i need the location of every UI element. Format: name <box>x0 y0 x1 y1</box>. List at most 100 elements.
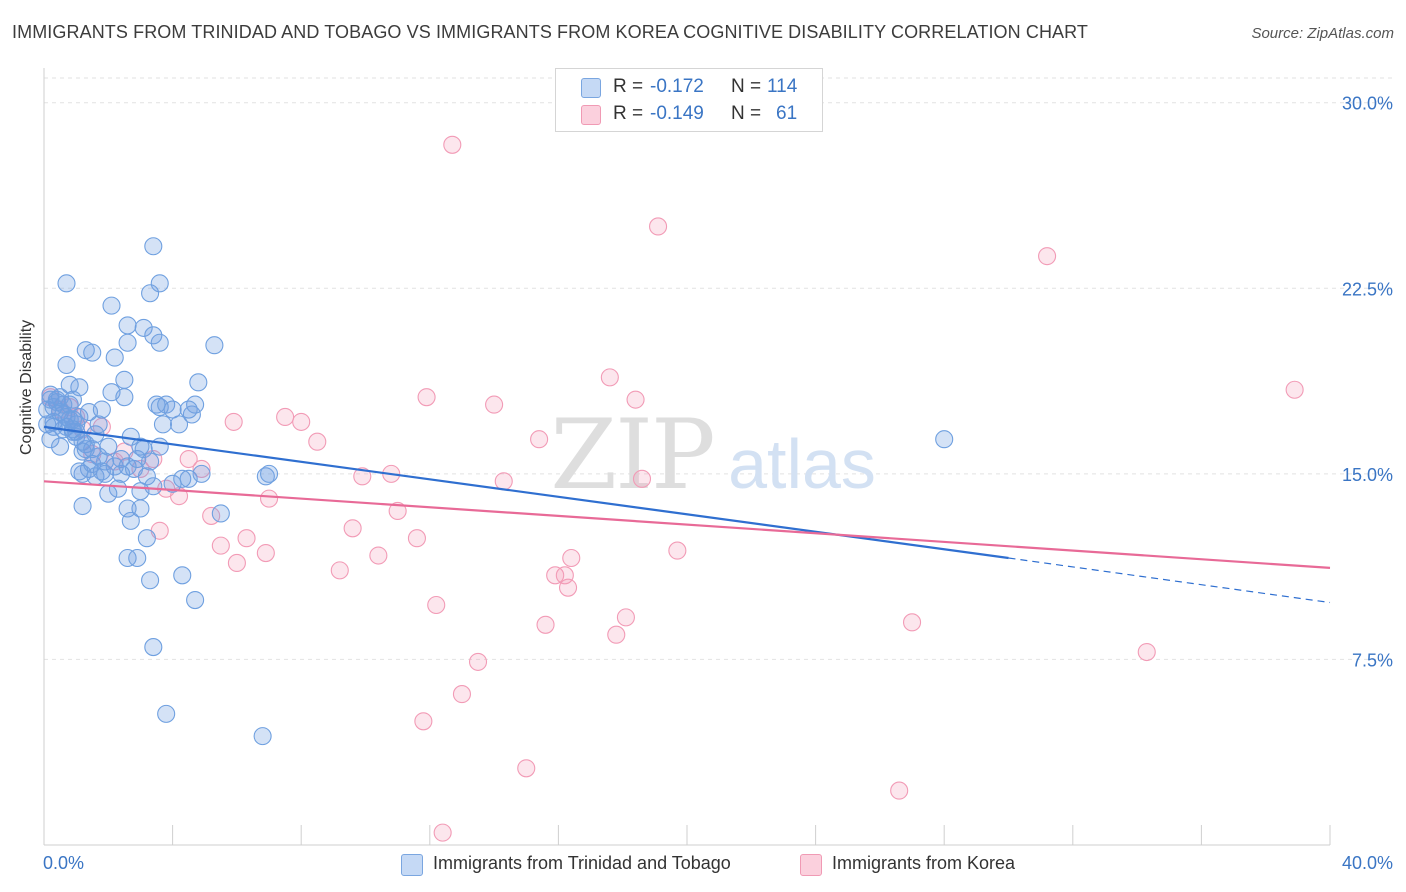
korea-point <box>237 529 256 548</box>
trinidad-point <box>118 548 137 568</box>
trinidad-point <box>102 296 121 315</box>
trinidad-point <box>935 430 954 449</box>
korea-point <box>600 368 619 387</box>
trinidad-point <box>83 440 102 459</box>
trinidad-point <box>163 400 182 419</box>
grid-lines <box>44 77 1395 660</box>
axes <box>43 68 1331 846</box>
trinidad-point <box>211 504 230 523</box>
trinidad-point <box>118 333 137 352</box>
trinidad-point <box>186 591 205 610</box>
korea-point <box>227 553 246 572</box>
trinidad-point <box>57 274 76 293</box>
legend-n-label: N = <box>731 76 762 97</box>
legend-swatch-pink <box>800 854 822 876</box>
trinidad-point <box>51 437 70 456</box>
korea-point <box>649 217 668 236</box>
korea-point <box>452 685 472 704</box>
legend-swatch-pink <box>581 105 601 125</box>
korea-point <box>536 615 555 634</box>
source-label: Source: ZipAtlas.com <box>1251 25 1394 42</box>
korea-point <box>558 578 578 597</box>
legend-swatch-blue <box>401 854 423 876</box>
trinidad-trend-extension <box>1008 557 1331 604</box>
trinidad-point <box>112 449 131 469</box>
trinidad-point <box>70 462 89 481</box>
trinidad-point <box>141 284 160 303</box>
korea-point <box>353 467 372 486</box>
trinidad-point <box>173 469 192 488</box>
trinidad-point <box>92 462 111 481</box>
korea-point <box>468 652 488 671</box>
trinidad-point <box>259 464 279 483</box>
watermark: ZIP atlas <box>550 399 876 511</box>
trinidad-point <box>118 316 137 335</box>
x-tick-label: 0.0% <box>43 853 84 873</box>
korea-point <box>546 566 565 585</box>
y-tick-label: 22.5% <box>1342 279 1393 299</box>
korea-trend-line <box>43 480 1331 569</box>
legend-r-value: -0.149 <box>650 103 704 124</box>
legend-n-value: 61 <box>776 103 798 124</box>
korea-point <box>211 536 230 555</box>
trinidad-point <box>134 318 153 337</box>
korea-point <box>192 459 211 478</box>
trinidad-point <box>99 484 118 503</box>
tick-labels: 7.5% 15.0% 22.5% 30.0% 0.0% 40.0% <box>43 94 1393 873</box>
trinidad-point <box>153 415 173 434</box>
korea-point <box>890 781 909 800</box>
korea-point <box>902 613 922 632</box>
trinidad-point <box>96 452 115 471</box>
trinidad-point <box>108 479 127 498</box>
trinidad-point <box>182 405 201 424</box>
korea-point <box>1285 380 1304 399</box>
trinidad-point <box>38 415 57 434</box>
legend-r-value: -0.172 <box>650 76 704 97</box>
trinidad-point <box>51 388 70 407</box>
trinidad-point <box>105 348 124 367</box>
korea-point <box>417 388 436 407</box>
legend-item-korea: Immigrants from Korea <box>800 852 1060 876</box>
trinidad-point <box>144 237 163 256</box>
trinidad-point <box>99 437 118 456</box>
trinidad-point <box>144 477 163 496</box>
trinidad-point <box>73 432 92 451</box>
trend-lines <box>43 425 1331 604</box>
korea-point <box>259 489 279 508</box>
legend-r-label: R = <box>613 103 644 124</box>
korea-point <box>607 625 626 644</box>
trinidad-point <box>144 638 163 657</box>
legend-label: Immigrants from Trinidad and Tobago <box>433 853 731 873</box>
y-axis-label: Cognitive Disability <box>18 319 35 455</box>
trinidad-point <box>131 437 150 456</box>
trinidad-point <box>115 388 134 407</box>
legend-n-value: 114 <box>767 76 798 97</box>
korea-point <box>292 412 311 431</box>
korea-point <box>179 449 198 469</box>
trinidad-point <box>256 467 275 486</box>
correlation-legend: R = -0.172 N = 114 R = -0.149 N = 61 <box>555 68 823 132</box>
trinidad-point <box>131 499 150 518</box>
trinidad-point <box>57 355 76 375</box>
trinidad-point <box>115 370 134 389</box>
trinidad-point <box>137 467 156 486</box>
korea-point <box>427 595 446 615</box>
trinidad-point <box>157 704 176 723</box>
korea-point <box>369 546 388 565</box>
korea-point <box>276 407 295 427</box>
korea-point <box>330 561 349 580</box>
watermark-atlas: atlas <box>728 425 876 503</box>
korea-point <box>626 390 645 409</box>
trinidad-point <box>192 464 211 483</box>
korea-point <box>256 543 275 563</box>
legend-row-korea: R = -0.149 N = 61 <box>556 101 820 127</box>
korea-point <box>308 432 327 451</box>
korea-point <box>443 135 462 154</box>
trinidad-point <box>179 400 198 419</box>
legend-r-label: R = <box>613 76 644 97</box>
trinidad-point <box>144 326 163 345</box>
watermark-zip: ZIP <box>550 399 713 511</box>
y-tick-label: 7.5% <box>1352 650 1393 670</box>
korea-point <box>494 472 513 491</box>
trinidad-point <box>83 343 102 362</box>
